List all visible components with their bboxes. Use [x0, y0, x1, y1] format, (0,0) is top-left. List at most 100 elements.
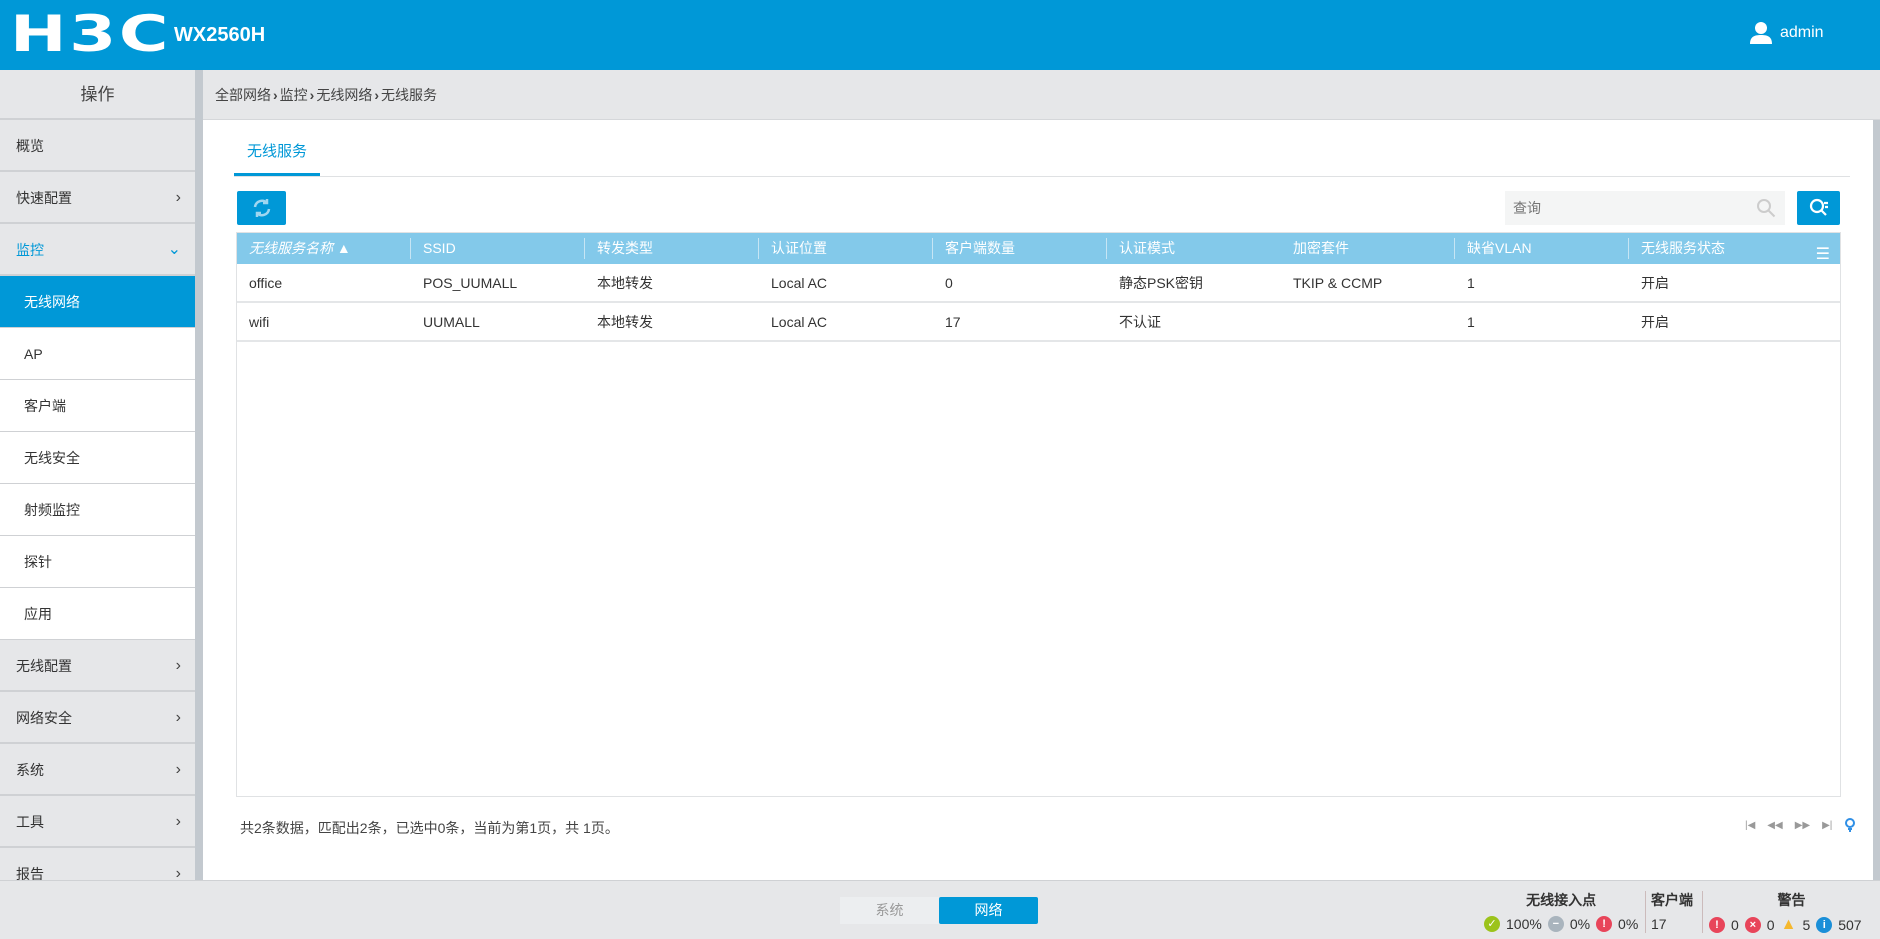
cell: 1: [1467, 275, 1475, 291]
sidebar-item-wireless-security[interactable]: 无线安全: [0, 432, 195, 484]
sidebar-item-wireless-network[interactable]: 无线网络: [0, 276, 195, 328]
column-header-cipher-suite[interactable]: 加密套件: [1281, 233, 1455, 264]
view-toggle: 系统 网络: [840, 897, 1038, 924]
cell: 17: [945, 314, 961, 330]
first-page-icon[interactable]: |◀: [1745, 819, 1756, 831]
critical-icon: !: [1709, 917, 1725, 933]
cell: wifi: [249, 314, 270, 330]
next-page-icon[interactable]: ▶▶: [1794, 819, 1811, 831]
client-status[interactable]: 客户端 17: [1651, 890, 1693, 932]
cell: 静态PSK密钥: [1119, 275, 1204, 291]
refresh-icon: [253, 199, 270, 217]
sidebar-item-ap[interactable]: AP: [0, 328, 195, 380]
minus-icon: −: [1547, 916, 1564, 932]
column-header-ssid[interactable]: SSID: [411, 233, 585, 264]
user-icon: [1750, 22, 1772, 44]
cell: office: [249, 275, 283, 291]
sidebar-item-overview[interactable]: 概览: [0, 120, 195, 172]
chevron-right-icon: ›: [175, 189, 181, 206]
sidebar-item-rf-monitor[interactable]: 射频监控: [0, 484, 195, 536]
ap-offline: 0%: [1569, 916, 1591, 932]
sidebar-item-client[interactable]: 客户端: [0, 380, 195, 432]
breadcrumb-item: 无线服务: [381, 87, 438, 103]
label: 概览: [16, 138, 44, 154]
breadcrumb-item[interactable]: 无线网络: [316, 87, 373, 103]
tab-divider: [234, 176, 1850, 177]
lightbulb-icon[interactable]: [1844, 818, 1856, 832]
chevron-right-icon: ›: [309, 87, 315, 103]
search-input[interactable]: [1505, 191, 1785, 225]
alarm-critical: 0: [1731, 917, 1739, 933]
chevron-right-icon: ›: [175, 761, 181, 778]
breadcrumb-item[interactable]: 全部网络: [215, 87, 271, 103]
status-bar: 系统 网络 无线接入点 ✓ 100% −0% ! 0% 客户端 17 警告 ! 0 ×…: [0, 880, 1880, 939]
advanced-search-icon: [1809, 198, 1828, 216]
column-header-auth-location[interactable]: 认证位置: [759, 233, 933, 264]
cell: 开启: [1641, 275, 1669, 291]
sidebar-item-report[interactable]: 报告 ›: [0, 848, 195, 880]
device-model: WX2560H: [174, 24, 266, 46]
label: 无线安全: [24, 450, 80, 466]
sidebar: 操作 概览 快速配置 › 监控 ⌄ 无线网络 AP 客户端 无线安全 射频监控 探针…: [0, 70, 195, 880]
column-header-auth-mode[interactable]: 认证模式: [1119, 240, 1175, 256]
tab-wireless-service[interactable]: 无线服务: [234, 136, 320, 177]
prev-page-icon[interactable]: ◀◀: [1767, 819, 1783, 831]
column-header-service-status[interactable]: 无线服务状态: [1641, 240, 1725, 256]
advanced-search-button[interactable]: [1797, 191, 1840, 225]
info-icon: i: [1816, 917, 1833, 933]
last-page-icon[interactable]: ▶|: [1822, 819, 1833, 831]
label: AP: [24, 346, 43, 362]
warning-icon: ▲: [1780, 916, 1797, 933]
alarm-warning: 5: [1802, 917, 1811, 933]
breadcrumb: 全部网络 › 监控 › 无线网络 › 无线服务: [203, 70, 1880, 120]
column-header-client-count[interactable]: 客户端数量: [933, 233, 1107, 264]
cell: 开启: [1641, 314, 1669, 330]
toggle-system[interactable]: 系统: [840, 897, 939, 924]
error-icon: ×: [1744, 917, 1761, 933]
column-header-forward-type[interactable]: 转发类型: [585, 233, 759, 264]
chevron-right-icon: ›: [175, 813, 181, 830]
column-settings-icon[interactable]: ☰: [1815, 246, 1830, 263]
column-header-service-name[interactable]: 无线服务名称 ▲: [237, 233, 411, 264]
toggle-network[interactable]: 网络: [939, 897, 1038, 924]
pagination-summary: 共2条数据，匹配出2条，已选中0条，当前为第1页，共 1页。: [240, 820, 619, 836]
label: 网络安全: [16, 710, 72, 726]
h3c-logo: H3C: [10, 5, 172, 63]
client-status-title: 客户端: [1651, 892, 1693, 908]
sidebar-item-monitor[interactable]: 监控 ⌄: [0, 224, 195, 276]
divider: [1645, 891, 1646, 933]
sidebar-item-wireless-config[interactable]: 无线配置 ›: [0, 640, 195, 692]
cell: 0: [945, 275, 953, 291]
ap-status-title: 无线接入点: [1526, 892, 1597, 908]
label: 客户端: [24, 398, 66, 414]
sidebar-item-quick-config[interactable]: 快速配置 ›: [0, 172, 195, 224]
breadcrumb-item[interactable]: 监控: [279, 87, 308, 103]
refresh-button[interactable]: [237, 191, 286, 225]
sidebar-item-probe[interactable]: 探针: [0, 536, 195, 588]
pager: |◀ ◀◀ ▶▶ ▶|: [1745, 818, 1856, 832]
ap-status[interactable]: 无线接入点 ✓ 100% −0% ! 0%: [1484, 890, 1638, 932]
search-icon: [1757, 199, 1776, 218]
user-menu[interactable]: admin: [1750, 22, 1824, 44]
wireless-service-table: 无线服务名称 ▲ SSID 转发类型 认证位置 客户端数量 认证模式 加密套件 …: [236, 232, 1841, 797]
label: 系统: [16, 762, 44, 778]
table-row[interactable]: wifi UUMALL 本地转发 Local AC 17 不认证 1 开启: [237, 303, 1840, 342]
table-row[interactable]: office POS_UUMALL 本地转发 Local AC 0 静态PSK密钥 TKIP…: [237, 264, 1840, 303]
alarm-error: 0: [1766, 917, 1775, 933]
sidebar-item-tools[interactable]: 工具 ›: [0, 796, 195, 848]
chevron-right-icon: ›: [374, 87, 380, 103]
label: 无线配置: [16, 658, 72, 674]
cell: Local AC: [771, 314, 828, 330]
sidebar-item-application[interactable]: 应用: [0, 588, 195, 640]
top-header: H3C WX2560H admin: [0, 0, 1880, 70]
content-scrollbar[interactable]: [1873, 120, 1880, 880]
sidebar-item-system[interactable]: 系统 ›: [0, 744, 195, 796]
sidebar-item-network-security[interactable]: 网络安全 ›: [0, 692, 195, 744]
client-count: 17: [1651, 916, 1667, 932]
ap-online: 100%: [1506, 916, 1542, 932]
sidebar-scrollbar[interactable]: [195, 70, 203, 880]
column-header-default-vlan[interactable]: 缺省VLAN: [1455, 233, 1629, 264]
alarm-status[interactable]: 警告 ! 0 × 0 ▲ 5 i 507: [1709, 890, 1874, 934]
sidebar-title: 操作: [0, 70, 195, 120]
alarm-status-title: 警告: [1777, 892, 1806, 908]
